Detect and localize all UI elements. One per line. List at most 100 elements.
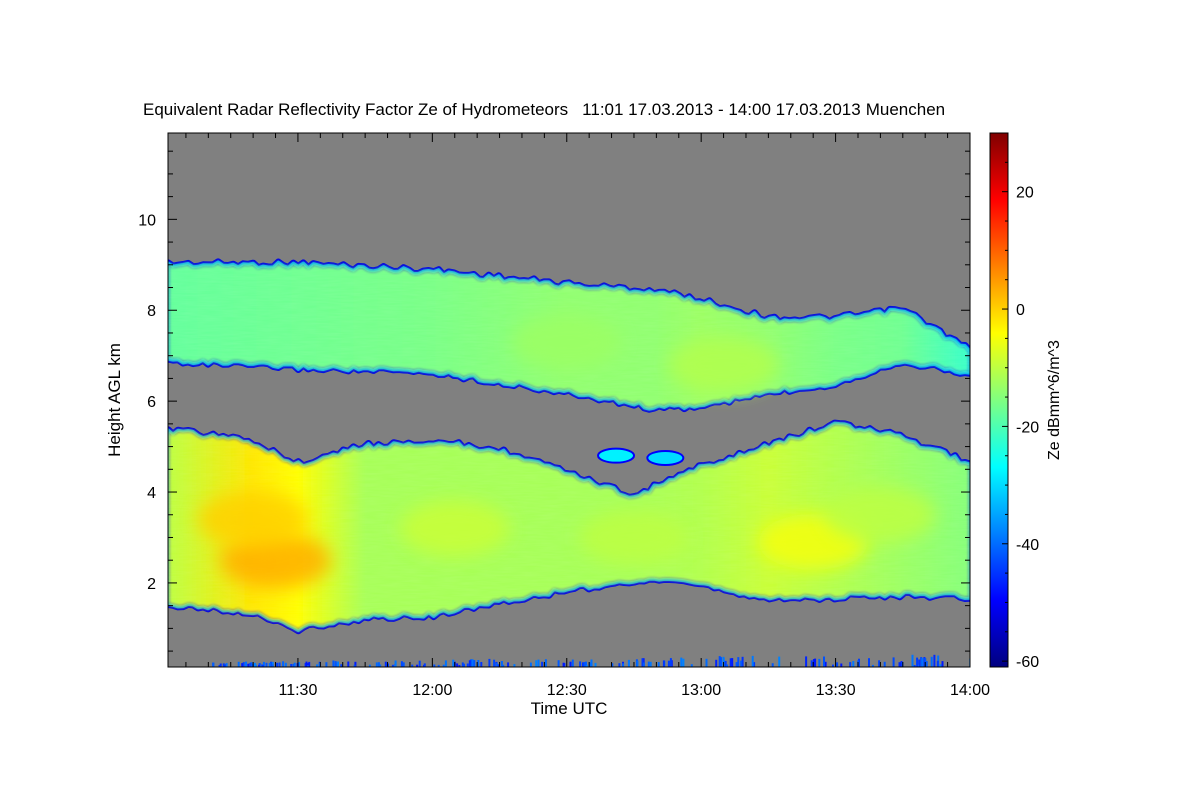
colorbar: -60 -40 -20 0 20 <box>989 132 1039 671</box>
chart-title-period: 11:01 17.03.2013 - 14:00 17.03.2013 <box>582 100 861 119</box>
clutter-speckle <box>334 661 337 667</box>
clutter-speckle <box>930 656 933 667</box>
clutter-speckle <box>495 662 498 667</box>
clutter-speckle <box>636 660 639 667</box>
clutter-speckle <box>305 661 308 667</box>
clutter-speckle <box>669 658 672 667</box>
clutter-speckle <box>469 659 472 667</box>
clutter-speckle <box>293 662 296 667</box>
clutter-speckle <box>282 661 285 667</box>
clutter-speckle <box>223 664 226 667</box>
clutter-speckle <box>594 662 597 667</box>
clutter-speckle <box>218 665 221 667</box>
clutter-speckle <box>261 664 264 667</box>
clutter-speckle <box>493 659 496 667</box>
clutter-speckle <box>502 664 505 667</box>
clutter-speckle <box>461 662 464 667</box>
clutter-speckle <box>778 656 781 667</box>
clutter-speckle <box>641 658 644 667</box>
x-tick-label: 12:00 <box>412 682 452 699</box>
clutter-speckle <box>642 662 645 667</box>
radar-echo-layers <box>168 258 970 667</box>
reflectivity-core <box>578 509 689 566</box>
clutter-speckle <box>724 660 727 667</box>
clutter-speckle <box>513 664 516 667</box>
clutter-speckle <box>500 661 503 667</box>
clutter-speckle <box>245 661 247 667</box>
clutter-speckle <box>225 663 228 667</box>
clutter-speckle <box>737 657 740 667</box>
clutter-speckle <box>537 659 540 667</box>
clutter-speckle <box>740 660 743 667</box>
colorbar-tick-label: -20 <box>1016 419 1039 436</box>
cloud-layer <box>168 419 970 635</box>
colorbar-scale <box>989 132 1009 668</box>
clutter-speckle <box>918 659 921 667</box>
clutter-speckle <box>442 664 445 667</box>
clutter-speckle <box>458 665 461 667</box>
clutter-speckle <box>898 662 901 667</box>
clutter-speckle <box>270 661 273 667</box>
clutter-speckle <box>242 662 245 667</box>
clutter-speckle <box>583 662 586 667</box>
clutter-speckle <box>212 662 215 667</box>
clutter-speckle <box>590 659 593 667</box>
clutter-speckle <box>437 664 440 667</box>
clutter-speckle <box>298 662 301 667</box>
reflectivity-core <box>668 336 779 393</box>
clutter-speckle <box>649 661 652 667</box>
x-tick-label: 13:00 <box>681 682 721 699</box>
clutter-speckle <box>247 663 250 667</box>
clutter-speckle <box>911 654 914 667</box>
colorbar-tick-label: 0 <box>1016 302 1025 319</box>
clutter-speckle <box>258 664 260 667</box>
clutter-speckle <box>278 662 281 667</box>
clutter-speckle <box>463 663 465 667</box>
clutter-speckle <box>379 664 382 667</box>
clutter-speckle <box>375 662 378 667</box>
clutter-speckle <box>878 660 881 667</box>
clutter-speckle <box>416 664 419 667</box>
x-tick-label: 14:00 <box>950 682 990 699</box>
clutter-speckle <box>418 660 421 667</box>
chart-title: Equivalent Radar Reflectivity Factor Ze … <box>143 100 945 119</box>
clutter-speckle <box>423 663 426 667</box>
clutter-speckle <box>823 656 825 667</box>
clutter-speckle <box>473 660 476 667</box>
clutter-speckle <box>219 663 222 667</box>
y-tick-label: 10 <box>138 212 156 229</box>
clutter-speckle <box>488 658 491 667</box>
colorbar-tick-label: -60 <box>1016 654 1039 671</box>
clutter-speckle <box>276 662 279 667</box>
colorbar-label: Ze dBmm^6/m^3 <box>1046 340 1063 460</box>
clutter-speckle <box>385 664 388 667</box>
clutter-speckle <box>433 664 436 667</box>
clutter-speckle <box>292 663 295 667</box>
x-tick-label: 11:30 <box>279 682 318 699</box>
clutter-speckle <box>290 664 293 667</box>
clutter-speckle <box>284 662 287 667</box>
clutter-speckle <box>805 656 808 667</box>
x-axis: 11:30 12:00 12:30 13:00 13:30 14:00 <box>185 133 990 699</box>
clutter-speckle <box>832 664 834 667</box>
clutter-speckle <box>262 661 265 667</box>
echo-fragment <box>597 447 636 464</box>
clutter-speckle <box>735 662 738 667</box>
clutter-speckle <box>849 662 852 667</box>
clutter-speckle <box>477 660 480 667</box>
clutter-speckle <box>657 662 660 667</box>
clutter-speckle <box>722 656 725 667</box>
clutter-speckle <box>507 662 510 667</box>
clutter-speckle <box>810 660 813 667</box>
y-tick-label: 6 <box>147 394 156 411</box>
clutter-speckle <box>690 664 693 667</box>
clutter-speckle <box>391 664 394 667</box>
y-axis-label: Height AGL km <box>105 343 124 457</box>
clutter-speckle <box>582 662 584 667</box>
clutter-speckle <box>535 660 538 667</box>
clutter-speckle <box>939 664 942 667</box>
clutter-speckle <box>471 659 474 667</box>
y-tick-label: 8 <box>147 303 156 320</box>
clutter-speckle <box>892 657 895 667</box>
x-tick-label: 12:30 <box>547 682 587 699</box>
